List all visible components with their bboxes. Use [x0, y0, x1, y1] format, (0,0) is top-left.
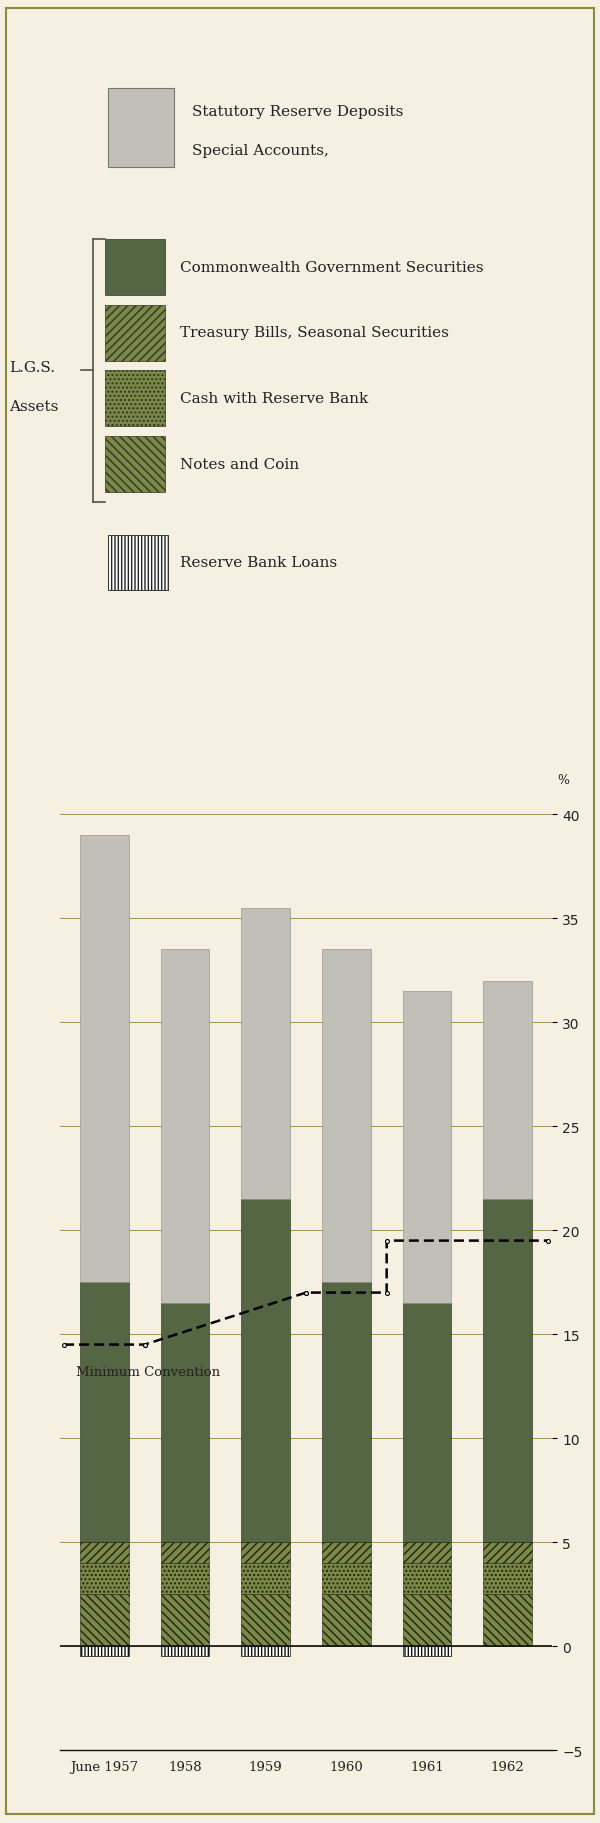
Bar [161, 1562, 209, 1593]
Bar [484, 981, 532, 1200]
Bar [241, 1200, 290, 1542]
Bar [403, 1542, 451, 1562]
Bar [80, 1283, 128, 1542]
Bar [322, 1542, 371, 1562]
Bar [105, 306, 165, 361]
Text: Minimum Convention: Minimum Convention [76, 1365, 220, 1378]
Point [140, 1331, 149, 1360]
Text: Notes and Coin: Notes and Coin [180, 458, 299, 472]
Point [59, 1331, 69, 1360]
Text: Special Accounts,: Special Accounts, [192, 144, 329, 159]
Bar [161, 950, 209, 1303]
Bar [80, 1593, 128, 1646]
Text: %: % [557, 773, 569, 788]
Bar [108, 536, 168, 591]
Bar [161, 1303, 209, 1542]
Text: Cash with Reserve Bank: Cash with Reserve Bank [180, 392, 368, 407]
Bar [105, 438, 165, 492]
Bar [484, 1562, 532, 1593]
Bar [241, 1646, 290, 1657]
Point [301, 1278, 311, 1307]
Bar [403, 1593, 451, 1646]
Text: Commonwealth Government Securities: Commonwealth Government Securities [180, 261, 484, 275]
Bar [80, 1646, 128, 1657]
Point [382, 1227, 391, 1256]
Bar [161, 1646, 209, 1657]
Point [301, 1278, 311, 1307]
Bar [161, 1593, 209, 1646]
Bar [403, 992, 451, 1303]
Bar [322, 950, 371, 1283]
Point [140, 1331, 149, 1360]
Bar [403, 1646, 451, 1657]
Bar [241, 1593, 290, 1646]
Point [543, 1227, 553, 1256]
Bar [484, 1593, 532, 1646]
Text: Statutory Reserve Deposits: Statutory Reserve Deposits [192, 106, 403, 118]
Bar [484, 1542, 532, 1562]
Bar [80, 1542, 128, 1562]
Bar [403, 1562, 451, 1593]
Text: L.G.S.: L.G.S. [9, 361, 55, 376]
Point [382, 1278, 391, 1307]
Bar [105, 372, 165, 427]
Bar [241, 908, 290, 1200]
Bar [241, 1542, 290, 1562]
Text: Treasury Bills, Seasonal Securities: Treasury Bills, Seasonal Securities [180, 326, 449, 341]
Bar [484, 1200, 532, 1542]
Bar [322, 1283, 371, 1542]
Bar [241, 1562, 290, 1593]
Bar [105, 241, 165, 295]
Bar [322, 1593, 371, 1646]
Bar [80, 1562, 128, 1593]
Bar [80, 835, 128, 1283]
Bar [322, 1562, 371, 1593]
Text: Reserve Bank Loans: Reserve Bank Loans [180, 556, 337, 571]
Bar [108, 89, 174, 168]
Bar [161, 1542, 209, 1562]
Text: Assets: Assets [9, 401, 58, 414]
Bar [403, 1303, 451, 1542]
